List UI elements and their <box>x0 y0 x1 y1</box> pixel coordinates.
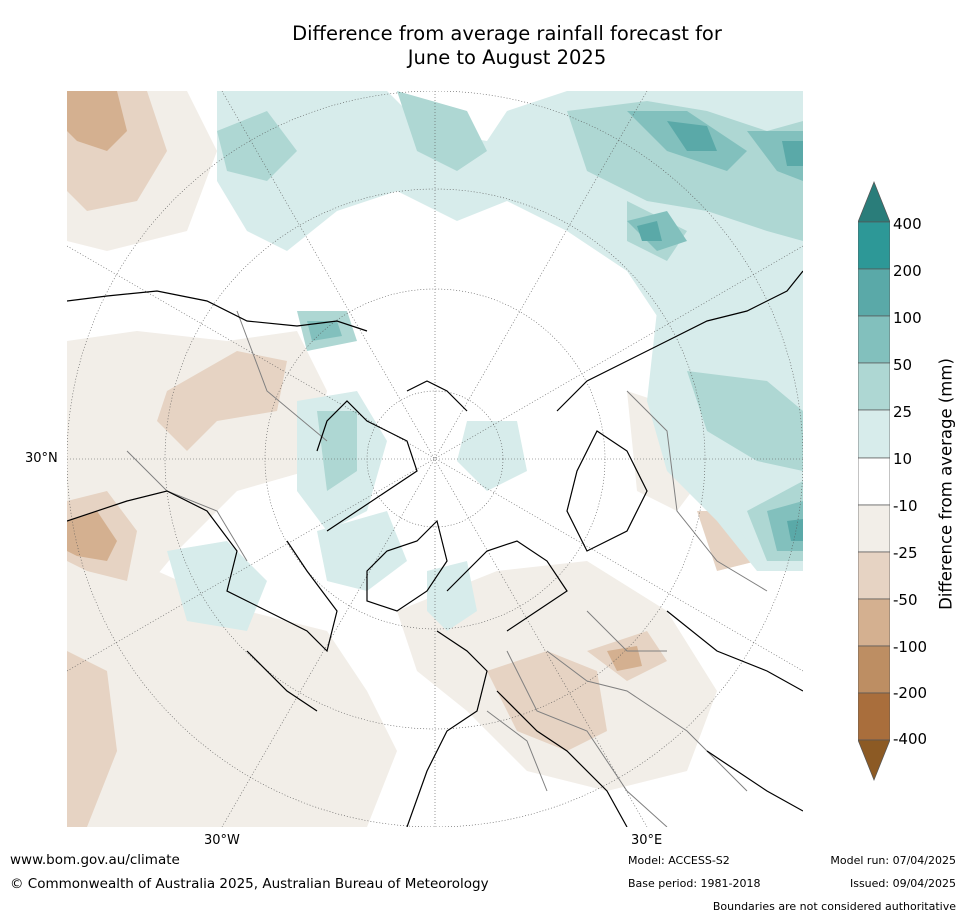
colorbar-bin-50 <box>858 362 890 411</box>
colorbar-bin-minus200 <box>858 692 890 741</box>
footer-base-period: Base period: 1981-2018 <box>628 877 761 890</box>
footer-model-run: Model run: 07/04/2025 <box>830 854 956 867</box>
colorbar-label-minus25: -25 <box>893 544 918 562</box>
colorbar-label-100: 100 <box>893 309 922 327</box>
map-title: Difference from average rainfall forecas… <box>0 22 965 70</box>
lon-label-30e: 30°E <box>631 833 663 848</box>
rainfall-anomaly-map <box>67 91 803 827</box>
footer-issued: Issued: 09/04/2025 <box>849 877 956 890</box>
colorbar-bin-minus50 <box>858 598 890 647</box>
footer-website: www.bom.gov.au/climate <box>10 852 180 868</box>
colorbar-label-minus50: -50 <box>893 591 918 609</box>
colorbar-label-minus200: -200 <box>893 684 928 702</box>
colorbar-extend-bottom <box>858 739 890 781</box>
title-line-2: June to August 2025 <box>407 46 607 69</box>
footer-model: Model: ACCESS-S2 <box>628 854 730 867</box>
colorbar-label-10: 10 <box>893 450 913 468</box>
colorbar-title: Difference from average (mm) <box>936 358 956 610</box>
colorbar-bin-200 <box>858 268 890 317</box>
title-line-1: Difference from average rainfall forecas… <box>292 22 722 45</box>
footer-disclaimer: Boundaries are not considered authoritat… <box>712 900 956 913</box>
colorbar <box>858 181 890 781</box>
lon-label-30w: 30°W <box>204 833 240 848</box>
wet-anomaly-regions-very-strong <box>637 121 803 541</box>
coastlines <box>67 270 803 827</box>
colorbar-label-minus10: -10 <box>893 497 918 515</box>
colorbar-bin-minus100 <box>858 645 890 694</box>
colorbar-label-25: 25 <box>893 403 913 421</box>
colorbar-bin-25 <box>858 409 890 459</box>
colorbar-bin-100 <box>858 315 890 364</box>
colorbar-label-200: 200 <box>893 262 922 280</box>
footer-copyright: © Commonwealth of Australia 2025, Austra… <box>10 876 489 892</box>
colorbar-label-minus400: -400 <box>893 730 928 748</box>
colorbar-bin-minus10 <box>858 504 890 553</box>
colorbar-label-50: 50 <box>893 356 913 374</box>
graticule <box>67 91 803 827</box>
colorbar-label-minus100: -100 <box>893 638 928 656</box>
colorbar-label-400: 400 <box>893 215 922 233</box>
colorbar-bin-minus25 <box>858 551 890 600</box>
colorbar-bin-400 <box>858 221 890 270</box>
lat-label-30n: 30°N <box>25 451 58 466</box>
colorbar-bin-10 <box>858 457 890 506</box>
colorbar-extend-top <box>858 181 890 223</box>
